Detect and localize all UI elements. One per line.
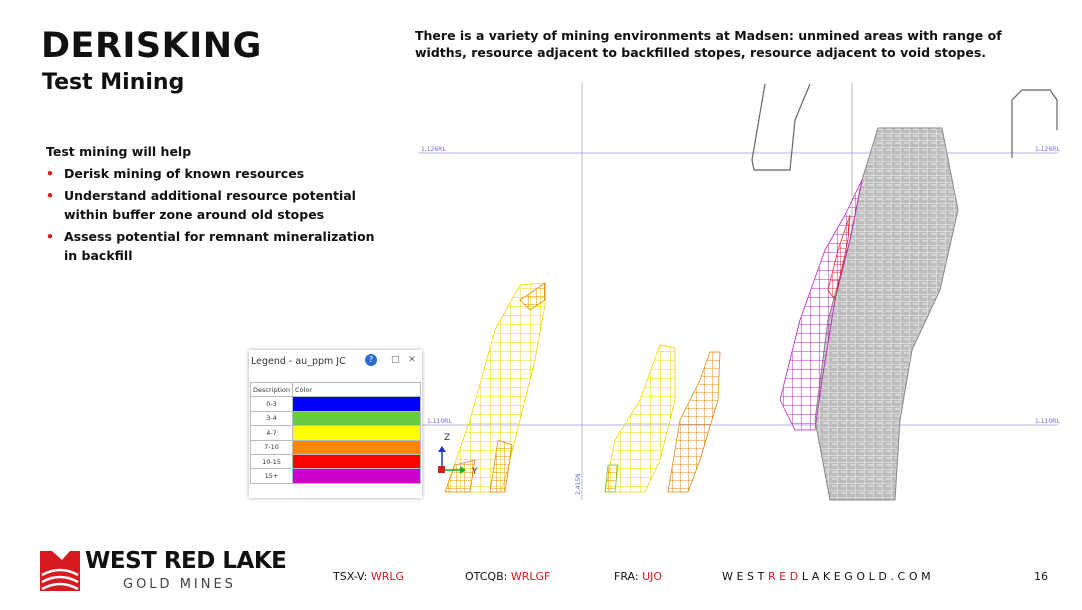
logo — [40, 551, 80, 591]
ticker: TSX-V: WRLG — [333, 570, 404, 583]
ticker-symbol: WRLG — [370, 570, 405, 583]
legend-label: 7-10 — [249, 439, 294, 455]
intro-text: There is a variety of mining environment… — [415, 28, 1002, 60]
legend-title: Legend - au_ppm JC — [251, 356, 346, 367]
legend-panel: Legend - au_ppm JC ? □ ✕ Description Col… — [249, 350, 422, 498]
page-number: 16 — [1034, 570, 1048, 583]
stope-blocks — [604, 344, 676, 493]
legend-label: 3-4 — [249, 410, 294, 427]
level-label: 1,110RL — [1035, 418, 1060, 425]
orebody — [814, 127, 959, 501]
column-header: Description — [249, 381, 294, 398]
website-part: LAKEGOLD.COM — [801, 570, 935, 583]
axis-triad: Z Y — [438, 433, 478, 477]
bullet: Derisk mining of known resources — [46, 164, 391, 183]
title: DERISKING — [41, 26, 262, 66]
website: WESTREDLAKEGOLD.COM — [722, 570, 934, 583]
legend-label: 10-15 — [249, 453, 294, 470]
legend-row: 15+ — [249, 468, 421, 484]
legend-row: 7-10 — [249, 439, 421, 455]
column-header: Color — [292, 381, 421, 398]
lead-text: Test mining will help — [46, 144, 192, 159]
legend-swatch — [292, 468, 421, 484]
legend-row: 0-3 — [249, 396, 421, 412]
level-label: 1,126RL — [421, 146, 446, 153]
ticker: OTCQB: WRLGF — [465, 570, 550, 583]
legend-row: 10-15 — [249, 453, 421, 470]
ticker-exchange: FRA: — [614, 570, 639, 583]
axis-label: Y — [471, 467, 478, 477]
website-part: RED — [767, 570, 802, 583]
brand-subtitle: GOLD MINES — [123, 577, 236, 592]
stope-blocks — [827, 214, 851, 301]
northing-label: 2,415N — [575, 473, 582, 495]
legend-row: 4-7 — [249, 425, 421, 441]
legend-swatch — [292, 425, 421, 441]
ticker-exchange: OTCQB: — [465, 570, 508, 583]
level-label: 1,126RL — [1035, 146, 1060, 153]
legend-label: 4-7 — [249, 425, 294, 441]
ticker-exchange: TSX-V: — [333, 570, 368, 583]
legend-swatch — [292, 396, 421, 412]
level-label: 1,110RL — [427, 418, 452, 425]
window-controls[interactable]: □ ✕ — [391, 355, 416, 365]
subtitle: Test Mining — [42, 70, 185, 95]
legend-swatch — [292, 453, 421, 470]
ticker: FRA: UJO — [614, 570, 662, 583]
legend-label: 15+ — [249, 468, 294, 484]
legend-swatch — [292, 410, 421, 427]
ticker-symbol: WRLGF — [510, 570, 551, 583]
stope-blocks — [444, 282, 546, 493]
bullet: Understand additional resource potential… — [46, 186, 391, 224]
ticker-symbol: UJO — [642, 570, 663, 583]
legend-row: 3-4 — [249, 410, 421, 427]
axis-label: Z — [444, 433, 450, 443]
help-button[interactable]: ? — [365, 354, 377, 366]
bullet: Assess potential for remnant mineralizat… — [46, 227, 391, 265]
website-part: WEST — [722, 570, 768, 583]
bullet-list: Derisk mining of known resources Understa… — [46, 164, 391, 268]
stope-blocks — [604, 464, 619, 493]
legend-label: 0-3 — [249, 396, 294, 412]
stope-blocks — [667, 351, 721, 493]
brand-name: WEST RED LAKE — [85, 548, 287, 574]
drift-outlines — [751, 83, 1058, 171]
legend-swatch — [292, 439, 421, 455]
legend-table: Description Color 0-3 3-4 4-7 7-10 10-15 15+ — [249, 381, 421, 484]
